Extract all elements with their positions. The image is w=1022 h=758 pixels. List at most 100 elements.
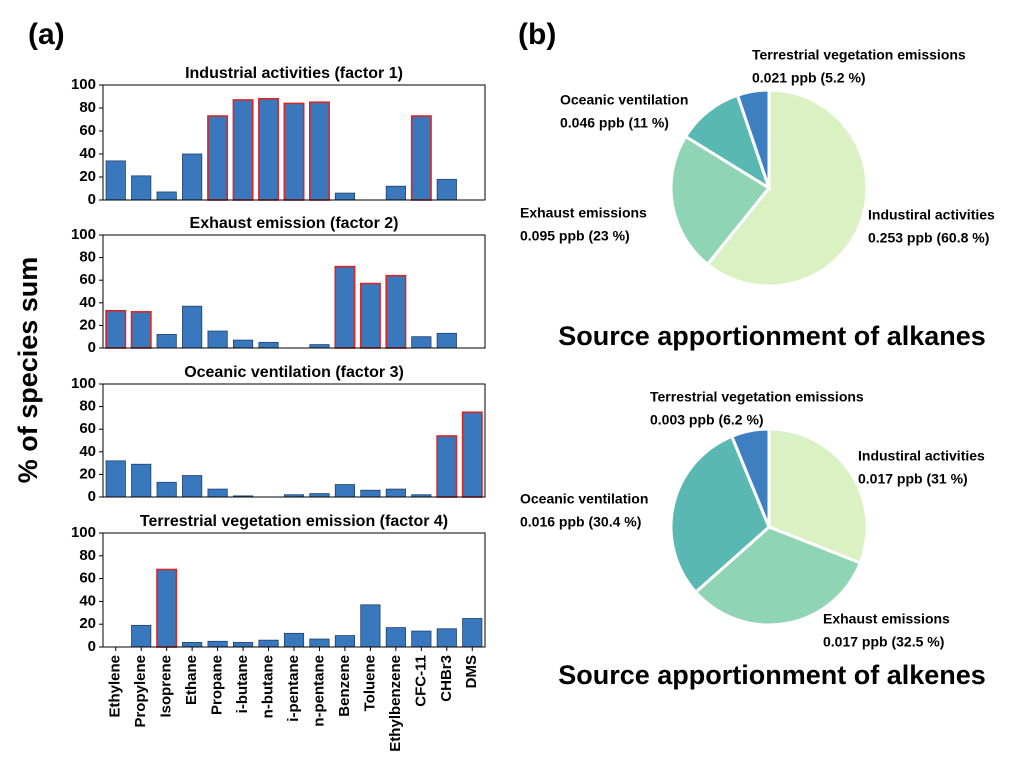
bar: [258, 341, 279, 349]
slice-label: Industiral activities: [858, 448, 985, 464]
x-tick-label: n-butane: [260, 655, 277, 718]
bar: [436, 435, 458, 498]
y-tick-label: 0: [88, 638, 96, 655]
bar: [182, 642, 203, 648]
bar: [182, 153, 203, 201]
bar: [334, 192, 356, 201]
y-tick-label: 0: [88, 191, 96, 208]
x-tick-label: Ethylbenzene: [387, 655, 404, 752]
bar: [309, 493, 330, 498]
bar: [207, 330, 228, 349]
plot-frame: [102, 383, 486, 498]
x-tick-label: n-pentane: [310, 655, 327, 727]
bar: [105, 309, 127, 349]
y-tick-label: 40: [79, 294, 96, 311]
slice-value-label: 0.046 ppb (11 %): [560, 115, 669, 131]
y-tick-label: 60: [79, 122, 96, 139]
pie-slice: [705, 88, 869, 288]
bar: [410, 115, 432, 201]
slice-label: Oceanic ventilation: [520, 491, 648, 507]
bar: [182, 475, 203, 498]
bar: [131, 624, 152, 648]
bar: [436, 332, 457, 349]
chart-title: Oceanic ventilation (factor 3): [184, 364, 404, 381]
bar: [207, 640, 228, 648]
x-tick-label: Ethane: [183, 655, 200, 705]
bar: [232, 339, 254, 349]
slice-value-label: 0.016 ppb (30.4 %): [520, 514, 641, 530]
y-tick-label: 100: [71, 375, 96, 392]
y-tick-label: 0: [88, 488, 96, 505]
bar: [411, 336, 432, 349]
y-tick-label: 60: [79, 271, 96, 288]
pie-slice: [767, 427, 869, 565]
y-tick-label: 20: [79, 316, 96, 333]
bar: [131, 175, 152, 201]
x-tick-label: CHBr3: [438, 655, 455, 702]
x-tick-label: Propylene: [132, 655, 149, 728]
plot-frame: [102, 84, 486, 201]
y-tick-label: 40: [79, 443, 96, 460]
panel-label: (b): [518, 18, 556, 51]
bar: [308, 101, 330, 201]
bar: [461, 411, 483, 498]
y-tick-label: 40: [79, 145, 96, 162]
pie-slice: [669, 434, 771, 595]
pie-slice: [669, 134, 772, 267]
pie-slice: [729, 427, 771, 528]
bar: [334, 484, 356, 498]
plot-frame: [102, 532, 486, 648]
bar: [105, 160, 126, 201]
bar: [385, 185, 406, 201]
bar: [232, 99, 254, 201]
bar: [436, 178, 457, 201]
chart-title: Source apportionment of alkanes: [558, 321, 986, 351]
chart-title: Terrestrial vegetation emission (factor …: [140, 513, 448, 530]
bar: [156, 191, 177, 201]
bar: [334, 265, 356, 349]
y-tick-label: 80: [79, 398, 96, 415]
chart-title: Exhaust emission (factor 2): [190, 215, 399, 232]
y-tick-label: 60: [79, 420, 96, 437]
bar: [258, 639, 279, 648]
slice-value-label: 0.017 ppb (32.5 %): [823, 634, 944, 650]
panel-label: (a): [28, 18, 65, 51]
plot-frame: [102, 234, 486, 349]
bar: [334, 635, 356, 648]
y-tick-label: 60: [79, 570, 96, 587]
slice-label: Terrestrial vegetation emissions: [650, 389, 864, 405]
bar: [411, 630, 432, 648]
slice-value-label: 0.095 ppb (23 %): [520, 228, 630, 244]
x-tick-label: Isoprene: [158, 655, 175, 718]
pie-slice: [693, 525, 863, 627]
bar: [283, 632, 305, 648]
bar: [232, 642, 254, 648]
x-tick-label: DMS: [463, 655, 480, 688]
y-tick-label: 0: [88, 339, 96, 356]
chart-title: Source apportionment of alkenes: [558, 660, 986, 690]
y-tick-label: 40: [79, 592, 96, 609]
slice-label: Exhaust emissions: [520, 205, 647, 221]
bar: [182, 305, 203, 349]
bar: [156, 481, 177, 498]
x-tick-label: i-butane: [234, 655, 251, 713]
x-tick-label: Toluene: [361, 655, 378, 711]
bar: [359, 282, 381, 349]
bar: [309, 638, 330, 648]
bar: [462, 618, 483, 648]
y-tick-label: 20: [79, 168, 96, 185]
bar: [105, 460, 126, 498]
bar: [207, 115, 229, 201]
bar: [156, 568, 178, 648]
slice-label: Terrestrial vegetation emissions: [752, 47, 966, 63]
chart-title: Industrial activities (factor 1): [185, 65, 403, 82]
x-tick-label: CFC-11: [412, 655, 429, 707]
bar: [156, 334, 177, 349]
bar: [436, 628, 457, 648]
bar: [385, 627, 406, 648]
bar: [385, 274, 407, 349]
x-tick-label: Benzene: [336, 655, 353, 717]
slice-label: Exhaust emissions: [823, 611, 950, 627]
bar: [309, 344, 330, 349]
pie-slice: [735, 88, 771, 189]
